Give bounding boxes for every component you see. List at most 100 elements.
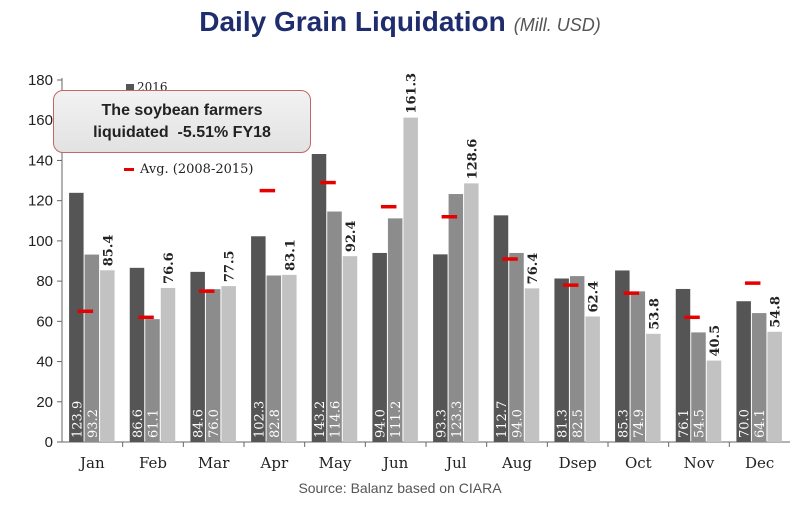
bar-value-label: 62.4 xyxy=(587,281,602,313)
bar xyxy=(464,183,479,443)
y-tick-label: 160 xyxy=(28,112,53,129)
annotation-line-2: liquidated -5.51% FY18 xyxy=(93,123,271,141)
bar-value-label: 94.0 xyxy=(374,409,389,438)
bar-value-label: 70.0 xyxy=(738,409,753,438)
bar-value-label: 74.9 xyxy=(632,409,647,438)
bar xyxy=(266,275,282,442)
y-tick-label: 100 xyxy=(28,233,53,250)
chart-unit: (Mill. USD) xyxy=(513,15,601,35)
bar-value-label: 93.2 xyxy=(86,409,101,438)
bar-value-label: 128.6 xyxy=(465,139,480,180)
bar-value-label: 86.6 xyxy=(131,409,146,438)
chart-title: Daily Grain Liquidation xyxy=(199,6,506,37)
bar-value-label: 94.0 xyxy=(511,409,526,438)
bar xyxy=(706,360,722,442)
bar-value-label: 76.4 xyxy=(526,253,541,285)
x-tick-label: Jun xyxy=(381,454,409,472)
bar xyxy=(509,252,524,442)
bar-value-label: 102.3 xyxy=(252,401,267,438)
x-tick-label: Jul xyxy=(444,454,467,472)
bar xyxy=(615,270,630,442)
bar-value-label: 54.5 xyxy=(693,409,708,438)
bar xyxy=(145,319,160,442)
bar xyxy=(493,215,509,442)
bar-value-label: 123.9 xyxy=(70,401,85,438)
bar xyxy=(311,154,327,442)
bar-value-label: 77.5 xyxy=(223,250,238,282)
bar xyxy=(524,288,540,442)
bar-value-label: 92.4 xyxy=(344,221,359,253)
bar-value-label: 114.6 xyxy=(329,401,344,438)
bar xyxy=(691,332,706,442)
bar xyxy=(387,218,403,442)
bar-value-label: 85.3 xyxy=(616,409,631,438)
bar-value-label: 93.3 xyxy=(434,409,449,438)
x-tick-label: Dsep xyxy=(559,454,597,472)
bar xyxy=(403,117,418,442)
y-tick-label: 180 xyxy=(28,72,53,89)
bar xyxy=(569,276,585,442)
bar-value-label: 112.7 xyxy=(495,401,510,438)
bar xyxy=(221,286,236,442)
x-tick-label: May xyxy=(319,454,352,472)
y-tick-label: 80 xyxy=(36,273,53,290)
y-tick-label: 40 xyxy=(36,354,53,371)
x-tick-label: Nov xyxy=(684,454,715,472)
bar-value-label: 82.8 xyxy=(268,409,283,438)
bar-value-label: 54.8 xyxy=(769,296,784,328)
bar xyxy=(190,271,205,442)
bar-value-label: 161.3 xyxy=(405,73,420,114)
bar-value-label: 76.1 xyxy=(677,409,692,438)
bar xyxy=(736,301,751,442)
y-tick-label: 60 xyxy=(36,313,53,330)
legend-swatch-average xyxy=(124,168,134,171)
bar-value-label: 40.5 xyxy=(708,325,723,357)
bar-value-label: 64.1 xyxy=(753,409,768,438)
bar xyxy=(160,287,176,442)
x-tick-label: Dec xyxy=(745,454,774,472)
bar-value-label: 84.6 xyxy=(192,409,207,438)
bar xyxy=(100,270,115,442)
legend-average: Avg. (2008-2015) xyxy=(124,162,254,177)
bar-value-label: 81.3 xyxy=(556,409,571,438)
bar-value-label: 83.1 xyxy=(283,239,298,271)
bar xyxy=(448,194,464,442)
bar-value-label: 143.2 xyxy=(313,401,328,438)
bar xyxy=(282,274,297,442)
bar xyxy=(630,291,646,442)
bar-value-label: 53.8 xyxy=(647,298,662,330)
bar xyxy=(69,192,84,442)
bar-value-label: 76.0 xyxy=(207,409,222,438)
bar-value-label: 61.1 xyxy=(147,409,162,438)
bar xyxy=(251,236,266,442)
bar xyxy=(205,289,221,442)
y-tick-label: 120 xyxy=(28,193,53,210)
bar xyxy=(342,256,358,442)
x-tick-label: Oct xyxy=(625,454,652,472)
bar xyxy=(585,316,600,442)
bar xyxy=(433,254,448,442)
source-note: Source: Balanz based on CIARA xyxy=(298,480,502,496)
bar-value-label: 85.4 xyxy=(101,235,116,267)
bar xyxy=(675,288,691,442)
annotation-line-1: The soybean farmers xyxy=(101,101,263,119)
bar-value-label: 76.6 xyxy=(162,252,177,284)
bar xyxy=(327,211,342,442)
x-tick-label: Mar xyxy=(198,454,230,472)
bar-value-label: 123.3 xyxy=(450,401,465,438)
y-tick-label: 0 xyxy=(45,434,53,451)
bar xyxy=(554,278,569,442)
x-tick-label: Aug xyxy=(501,454,532,472)
legend-swatch-2016 xyxy=(126,83,134,92)
bar xyxy=(372,252,387,442)
legend-label-average: Avg. (2008-2015) xyxy=(140,162,254,177)
x-tick-label: Jan xyxy=(78,454,105,472)
annotation-callout: The soybean farmers liquidated -5.51% FY… xyxy=(53,90,311,153)
bar xyxy=(767,331,782,442)
chart-header: Daily Grain Liquidation (Mill. USD) xyxy=(0,6,800,38)
x-tick-label: Feb xyxy=(139,454,167,472)
bar xyxy=(751,313,767,442)
bar-value-label: 82.5 xyxy=(571,409,586,438)
bar xyxy=(84,254,100,442)
bar-value-label: 111.2 xyxy=(389,401,404,438)
